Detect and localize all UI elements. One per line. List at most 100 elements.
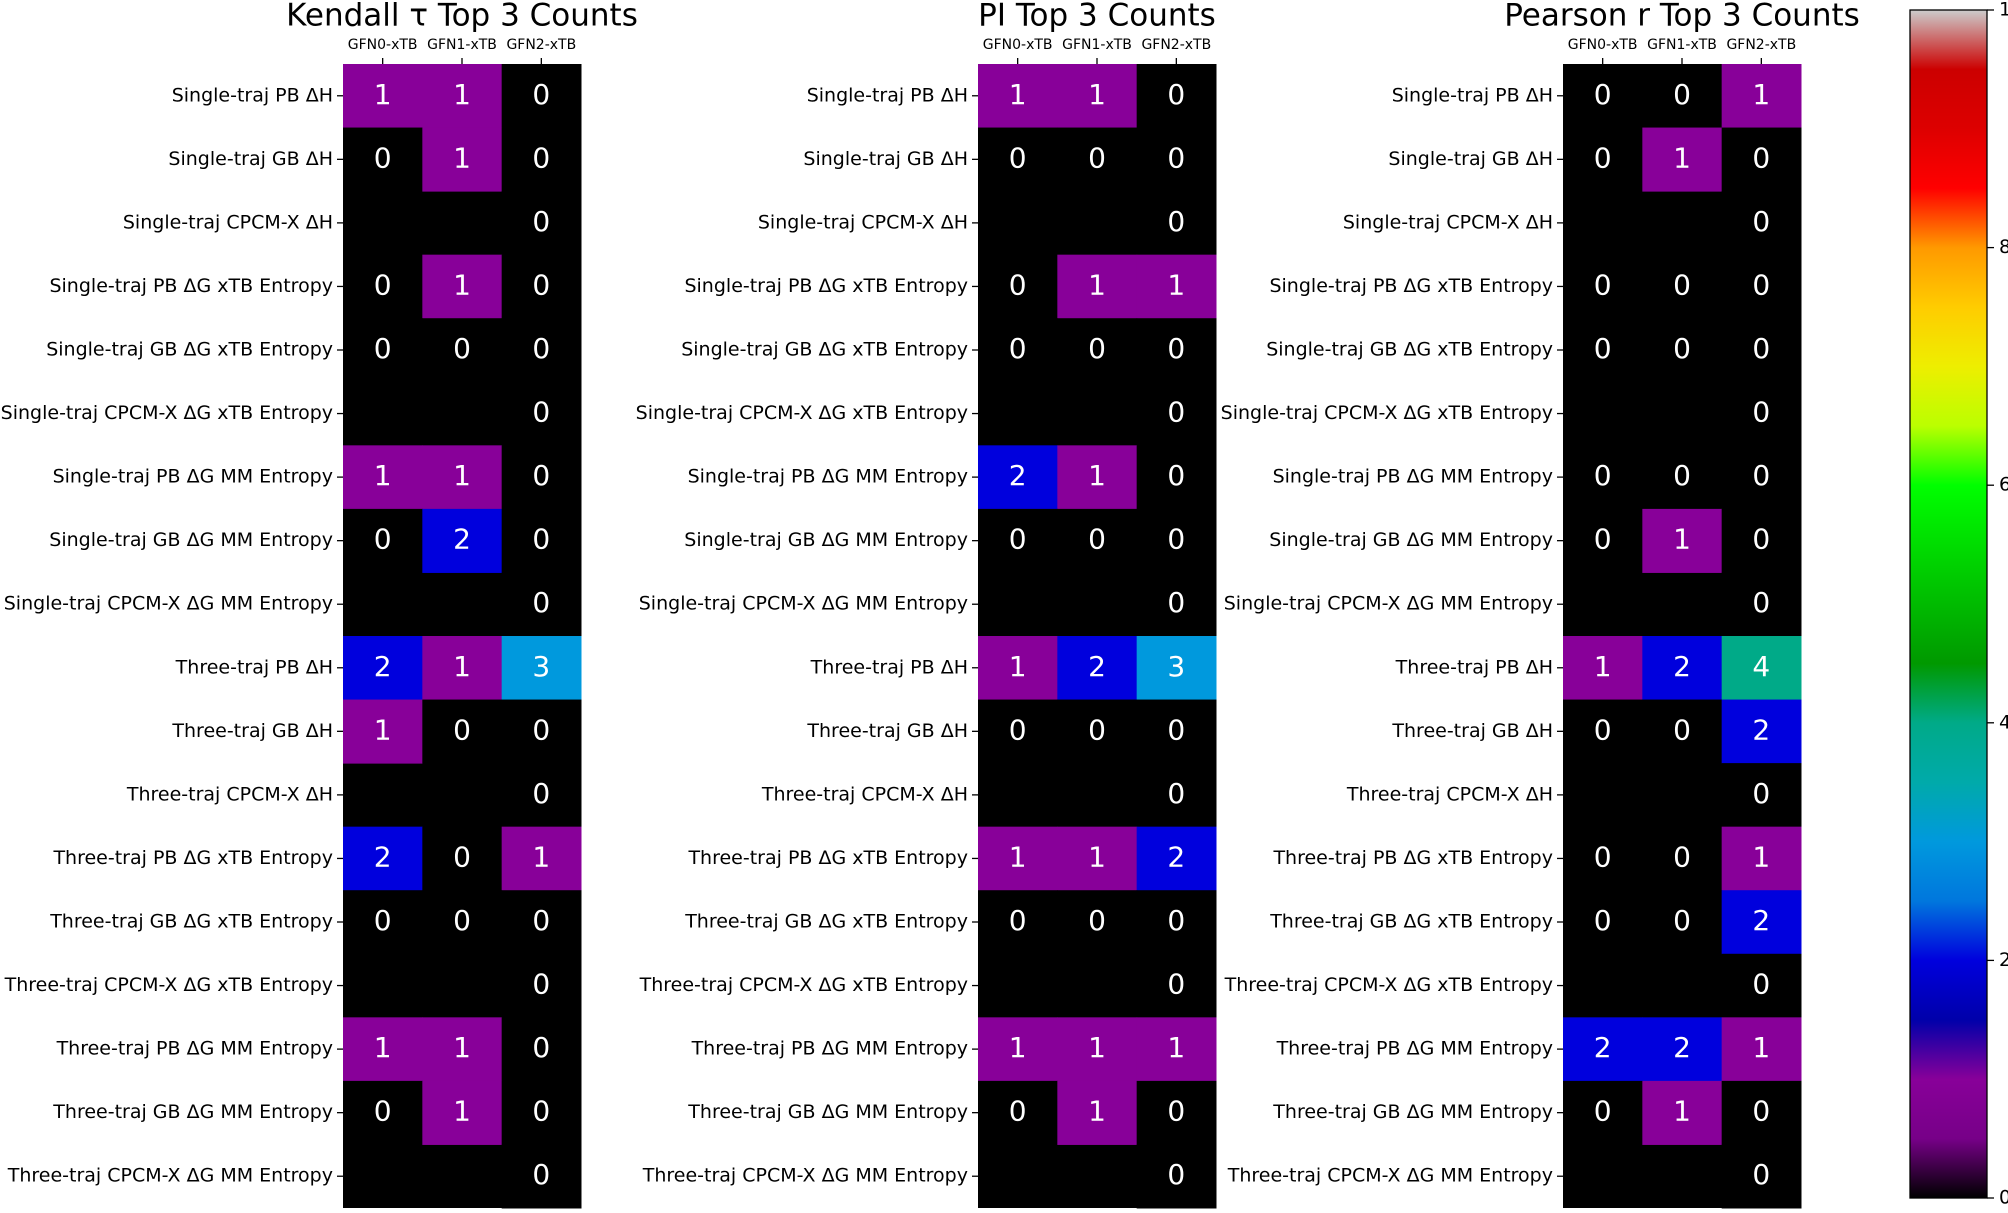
cell-label: 0: [1009, 268, 1027, 301]
column-label: GFN2-xTB: [1141, 37, 1211, 53]
cell-label: 0: [532, 268, 550, 301]
cell-label: 1: [1167, 268, 1185, 301]
row-label: Three-traj CPCM-X ΔG MM Entropy: [642, 1165, 968, 1187]
colorbar-tick-label: 6: [1999, 474, 2008, 496]
cell-label: 1: [1594, 650, 1612, 683]
heatmap-cell: [1642, 127, 1723, 192]
column-label: GFN2-xTB: [506, 37, 576, 53]
heatmap-cell: [343, 636, 423, 701]
cell-label: 1: [1752, 1031, 1770, 1064]
row-label: Single-traj CPCM-X ΔG MM Entropy: [1224, 593, 1553, 615]
cell-label: 0: [1009, 904, 1027, 937]
heatmap-cell: [1721, 508, 1802, 573]
cell-label: 0: [1088, 141, 1106, 174]
heatmap-cell: [1136, 890, 1217, 955]
cell-label: 3: [532, 650, 550, 683]
cell-label: 0: [1088, 332, 1106, 365]
cell-label: 0: [1752, 396, 1770, 429]
row-label: Three-traj PB ΔG MM Entropy: [1276, 1038, 1553, 1060]
cell-label: 0: [1594, 713, 1612, 746]
cell-label: 1: [1088, 78, 1106, 111]
cell-label: 1: [1673, 141, 1691, 174]
cell-label: 0: [374, 268, 392, 301]
cell-label: 0: [532, 459, 550, 492]
heatmap-cell: [1642, 826, 1723, 891]
row-label: Single-traj GB ΔG xTB Entropy: [46, 339, 333, 361]
heatmap-cell: [1136, 826, 1217, 891]
row-label: Single-traj CPCM-X ΔH: [123, 211, 333, 233]
heatmap-cell: [1136, 1017, 1217, 1082]
heatmap-cell: [343, 1080, 423, 1145]
column-label: GFN0-xTB: [983, 37, 1053, 53]
cell-label: 0: [1167, 396, 1185, 429]
row-label: Three-traj CPCM-X ΔG MM Entropy: [1227, 1165, 1553, 1187]
heatmap-cell: [978, 508, 1058, 573]
column-label: GFN2-xTB: [1726, 37, 1796, 53]
heatmap-cell: [1136, 636, 1217, 701]
cell-label: 0: [1167, 1158, 1185, 1191]
heatmap-cell: [1642, 1080, 1723, 1145]
heatmap-cell: [501, 191, 582, 256]
cell-label: 0: [1594, 523, 1612, 556]
cell-label: 0: [374, 904, 392, 937]
column-label: GFN1-xTB: [1062, 37, 1132, 53]
heatmap-cell: [1563, 1080, 1643, 1145]
cell-label: 2: [1673, 1031, 1691, 1064]
cell-label: 2: [1088, 650, 1106, 683]
row-label: Three-traj PB ΔG xTB Entropy: [687, 847, 968, 869]
cell-label: 1: [1088, 459, 1106, 492]
cell-label: 0: [532, 904, 550, 937]
cell-label: 0: [453, 713, 471, 746]
row-label: Three-traj PB ΔH: [1395, 656, 1553, 678]
heatmap-cell: [978, 64, 1058, 129]
heatmap-cell: [501, 1144, 582, 1209]
heatmap-cell: [501, 636, 582, 701]
heatmap-cell: [1721, 254, 1802, 319]
cell-label: 2: [1673, 650, 1691, 683]
cell-label: 0: [374, 141, 392, 174]
heatmap-cell: [1563, 508, 1643, 573]
heatmap-cell: [501, 508, 582, 573]
row-label: Single-traj GB ΔH: [1388, 148, 1553, 170]
cell-label: 0: [1167, 1095, 1185, 1128]
heatmap-cell: [978, 445, 1058, 510]
cell-label: 2: [1009, 459, 1027, 492]
row-label: Single-traj GB ΔG MM Entropy: [49, 529, 333, 551]
heatmap-cell: [1721, 890, 1802, 955]
heatmap-cell: [1563, 318, 1643, 383]
heatmap-cell: [978, 636, 1058, 701]
heatmap-cell: [1057, 1017, 1138, 1082]
colorbar: [1909, 9, 1988, 1199]
cell-label: 0: [1752, 1158, 1770, 1191]
cell-label: 0: [1752, 1095, 1770, 1128]
cell-label: 0: [1088, 713, 1106, 746]
cell-label: 2: [1167, 840, 1185, 873]
heatmap-cell: [422, 508, 503, 573]
cell-label: 0: [1752, 205, 1770, 238]
heatmap-cell: [1057, 445, 1138, 510]
cell-label: 0: [1673, 840, 1691, 873]
cell-label: 0: [1167, 777, 1185, 810]
cell-label: 0: [374, 523, 392, 556]
heatmap-cell: [1057, 254, 1138, 319]
heatmap-cell: [501, 1080, 582, 1145]
colorbar-tick-label: 2: [1999, 949, 2008, 971]
heatmap-cell: [343, 318, 423, 383]
heatmap-cell: [1721, 445, 1802, 510]
row-label: Single-traj PB ΔG xTB Entropy: [684, 275, 968, 297]
heatmap-cell: [978, 699, 1058, 764]
cell-label: 0: [1594, 1095, 1612, 1128]
heatmap-cell: [1563, 127, 1643, 192]
cell-label: 0: [532, 586, 550, 619]
cell-label: 0: [1752, 141, 1770, 174]
heatmap-cell: [978, 890, 1058, 955]
heatmap-cell: [1721, 127, 1802, 192]
row-label: Single-traj CPCM-X ΔG MM Entropy: [639, 593, 968, 615]
cell-label: 0: [532, 713, 550, 746]
row-label: Three-traj GB ΔG MM Entropy: [52, 1101, 333, 1123]
cell-label: 0: [1752, 268, 1770, 301]
heatmap-cell: [501, 445, 582, 510]
cell-label: 0: [453, 332, 471, 365]
heatmap-cell: [1057, 64, 1138, 129]
row-label: Single-traj GB ΔG xTB Entropy: [1266, 339, 1553, 361]
